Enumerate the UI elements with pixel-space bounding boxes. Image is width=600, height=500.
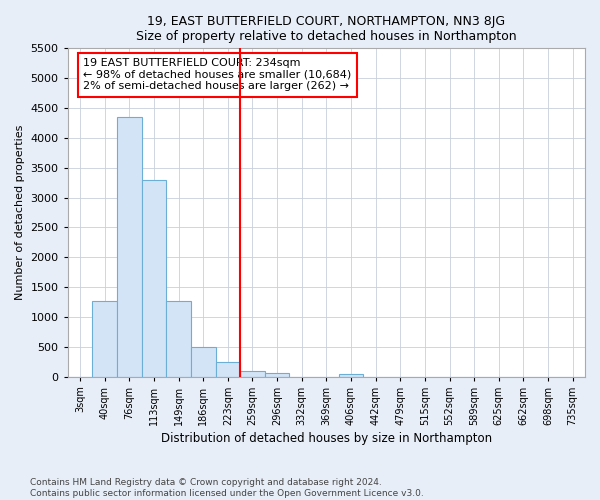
- Bar: [240, 370, 265, 376]
- Title: 19, EAST BUTTERFIELD COURT, NORTHAMPTON, NN3 8JG
Size of property relative to de: 19, EAST BUTTERFIELD COURT, NORTHAMPTON,…: [136, 15, 517, 43]
- Bar: [338, 374, 364, 376]
- Bar: [215, 362, 240, 376]
- Bar: [166, 302, 191, 376]
- Text: Contains HM Land Registry data © Crown copyright and database right 2024.
Contai: Contains HM Land Registry data © Crown c…: [30, 478, 424, 498]
- X-axis label: Distribution of detached houses by size in Northampton: Distribution of detached houses by size …: [161, 432, 492, 445]
- Bar: [265, 373, 289, 376]
- Text: 19 EAST BUTTERFIELD COURT: 234sqm
← 98% of detached houses are smaller (10,684)
: 19 EAST BUTTERFIELD COURT: 234sqm ← 98% …: [83, 58, 352, 92]
- Bar: [191, 348, 215, 376]
- Bar: [117, 117, 142, 376]
- Bar: [92, 302, 117, 376]
- Bar: [142, 180, 166, 376]
- Y-axis label: Number of detached properties: Number of detached properties: [15, 124, 25, 300]
